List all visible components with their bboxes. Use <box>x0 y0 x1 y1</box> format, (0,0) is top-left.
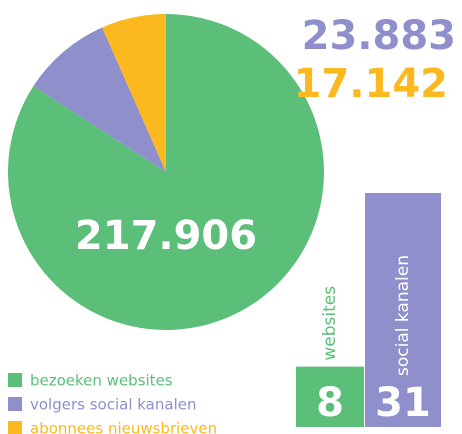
pie-slice <box>102 14 166 172</box>
value-label: 23.883 <box>302 13 456 59</box>
legend-swatch <box>8 373 22 387</box>
pie-slice <box>33 27 166 173</box>
value-label: 17.142 <box>294 61 448 107</box>
bar-value: 31 <box>375 380 431 426</box>
value-label: 217.906 <box>75 213 257 259</box>
bar-label: social kanalen <box>393 255 413 376</box>
legend-label: abonnees nieuwsbrieven <box>30 420 217 434</box>
bar-label: websites <box>320 286 340 361</box>
legend-swatch <box>8 397 22 411</box>
bar-value: 8 <box>316 380 344 426</box>
legend-label: volgers social kanalen <box>30 396 196 414</box>
legend-label: bezoeken websites <box>30 372 173 390</box>
legend-swatch <box>8 421 22 434</box>
bar <box>296 366 364 427</box>
bar <box>365 193 441 427</box>
